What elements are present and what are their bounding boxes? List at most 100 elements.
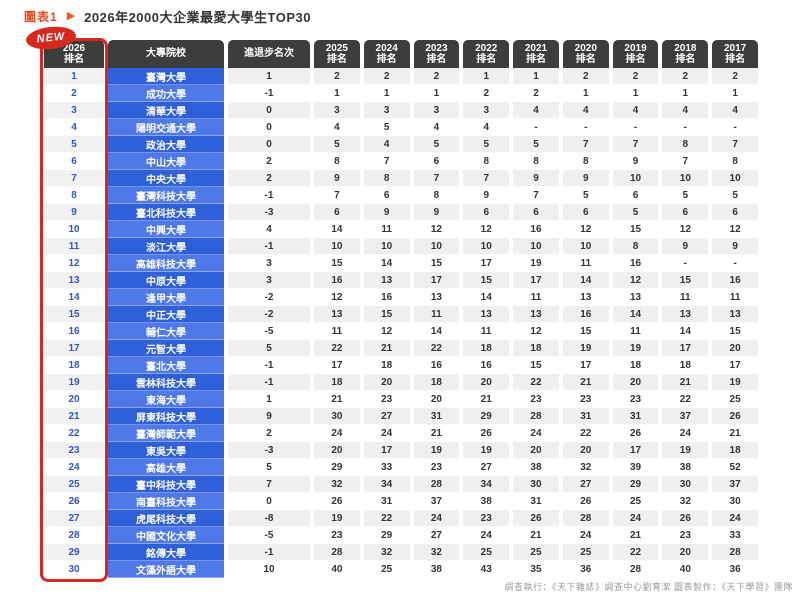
year-rank-cell: 13	[363, 272, 410, 289]
year-rank-cell: 25	[562, 544, 609, 561]
year-rank-cell: 20	[513, 442, 559, 459]
year-rank-cell: 8	[314, 153, 360, 170]
change-cell: 3	[228, 272, 310, 289]
year-rank-cell: 14	[463, 289, 510, 306]
year-rank-cell: 29	[612, 476, 659, 493]
change-cell: 9	[228, 408, 310, 425]
year-rank-cell: 17	[413, 272, 460, 289]
year-rank-cell: 1	[413, 85, 460, 102]
rank-cell: 28	[44, 527, 104, 544]
rank-cell: 27	[44, 510, 104, 527]
year-rank-cell: 26	[513, 510, 559, 527]
year-rank-cell: 15	[314, 255, 360, 272]
year-rank-cell: 15	[513, 357, 559, 374]
year-rank-cell: 17	[463, 255, 510, 272]
year-rank-cell: 10	[463, 238, 510, 255]
year-rank-cell: 8	[562, 153, 609, 170]
year-rank-cell: 36	[712, 561, 758, 578]
year-rank-cell: 10	[513, 238, 559, 255]
year-rank-cell: 14	[413, 323, 460, 340]
year-rank-cell: 14	[314, 221, 360, 238]
year-rank-cell: 28	[314, 544, 360, 561]
year-rank-cell: 7	[413, 170, 460, 187]
year-rank-cell: 19	[314, 510, 360, 527]
arrow-right-icon: ▶	[66, 9, 76, 22]
school-cell: 中正大學	[108, 306, 224, 323]
school-cell: 元智大學	[108, 340, 224, 357]
year-rank-cell: 22	[662, 391, 709, 408]
year-rank-cell: 1	[562, 85, 609, 102]
year-rank-cell: 19	[513, 255, 559, 272]
year-rank-cell: 5	[712, 187, 758, 204]
change-cell: 10	[228, 561, 310, 578]
rank-cell: 21	[44, 408, 104, 425]
year-rank-cell: 21	[413, 425, 460, 442]
year-rank-cell: 6	[314, 204, 360, 221]
school-cell: 臺灣大學	[108, 68, 224, 85]
year-rank-cell: 17	[363, 442, 410, 459]
change-cell: -3	[228, 204, 310, 221]
year-rank-cell: 37	[662, 408, 709, 425]
year-rank-cell: 5	[612, 204, 659, 221]
school-cell: 臺北科技大學	[108, 204, 224, 221]
year-rank-cell: 6	[712, 204, 758, 221]
school-cell: 東海大學	[108, 391, 224, 408]
year-rank-cell: -	[612, 119, 659, 136]
rank-cell: 29	[44, 544, 104, 561]
year-rank-cell: 9	[463, 187, 510, 204]
year-rank-cell: 18	[413, 374, 460, 391]
year-rank-cell: 17	[513, 272, 559, 289]
year-rank-cell: 21	[463, 391, 510, 408]
year-rank-cell: -	[712, 255, 758, 272]
year-rank-cell: 20	[562, 442, 609, 459]
year-rank-cell: 39	[612, 459, 659, 476]
year-rank-cell: 12	[562, 221, 609, 238]
rank-cell: 1	[44, 68, 104, 85]
year-rank-cell: 16	[562, 306, 609, 323]
year-rank-cell: 20	[314, 442, 360, 459]
year-rank-cell: 21	[712, 425, 758, 442]
year-rank-cell: 33	[712, 527, 758, 544]
year-rank-cell: 18	[513, 340, 559, 357]
column-header-1: 大專院校	[108, 40, 224, 68]
year-rank-cell: 3	[363, 102, 410, 119]
year-rank-cell: 6	[413, 153, 460, 170]
column-header-2: 進退步名次	[228, 40, 310, 68]
year-rank-cell: 2	[612, 68, 659, 85]
year-rank-cell: 8	[612, 238, 659, 255]
year-rank-cell: 12	[513, 323, 559, 340]
year-rank-cell: 7	[712, 136, 758, 153]
year-rank-cell: 24	[463, 527, 510, 544]
year-rank-cell: 7	[314, 187, 360, 204]
change-cell: -1	[228, 357, 310, 374]
year-rank-cell: 17	[662, 340, 709, 357]
year-rank-cell: 12	[662, 221, 709, 238]
year-rank-cell: 32	[662, 493, 709, 510]
year-rank-cell: 22	[363, 510, 410, 527]
change-cell: -1	[228, 187, 310, 204]
year-rank-cell: 14	[363, 255, 410, 272]
year-rank-cell: 31	[513, 493, 559, 510]
year-rank-cell: 12	[712, 221, 758, 238]
column-header-10: 2018 排名	[662, 40, 709, 68]
year-rank-cell: 23	[513, 391, 559, 408]
year-rank-cell: 21	[363, 340, 410, 357]
year-rank-cell: 25	[363, 561, 410, 578]
year-rank-cell: 33	[363, 459, 410, 476]
change-cell: 5	[228, 459, 310, 476]
year-rank-cell: 34	[463, 476, 510, 493]
year-rank-cell: 16	[612, 255, 659, 272]
year-rank-cell: 32	[413, 544, 460, 561]
year-rank-cell: 15	[463, 272, 510, 289]
year-rank-cell: 9	[363, 204, 410, 221]
change-cell: -5	[228, 323, 310, 340]
year-rank-cell: 24	[712, 510, 758, 527]
year-rank-cell: 7	[513, 187, 559, 204]
rank-cell: 25	[44, 476, 104, 493]
change-cell: 0	[228, 119, 310, 136]
year-rank-cell: 8	[712, 153, 758, 170]
change-cell: 3	[228, 255, 310, 272]
school-cell: 東吳大學	[108, 442, 224, 459]
year-rank-cell: 26	[662, 510, 709, 527]
year-rank-cell: 7	[463, 170, 510, 187]
